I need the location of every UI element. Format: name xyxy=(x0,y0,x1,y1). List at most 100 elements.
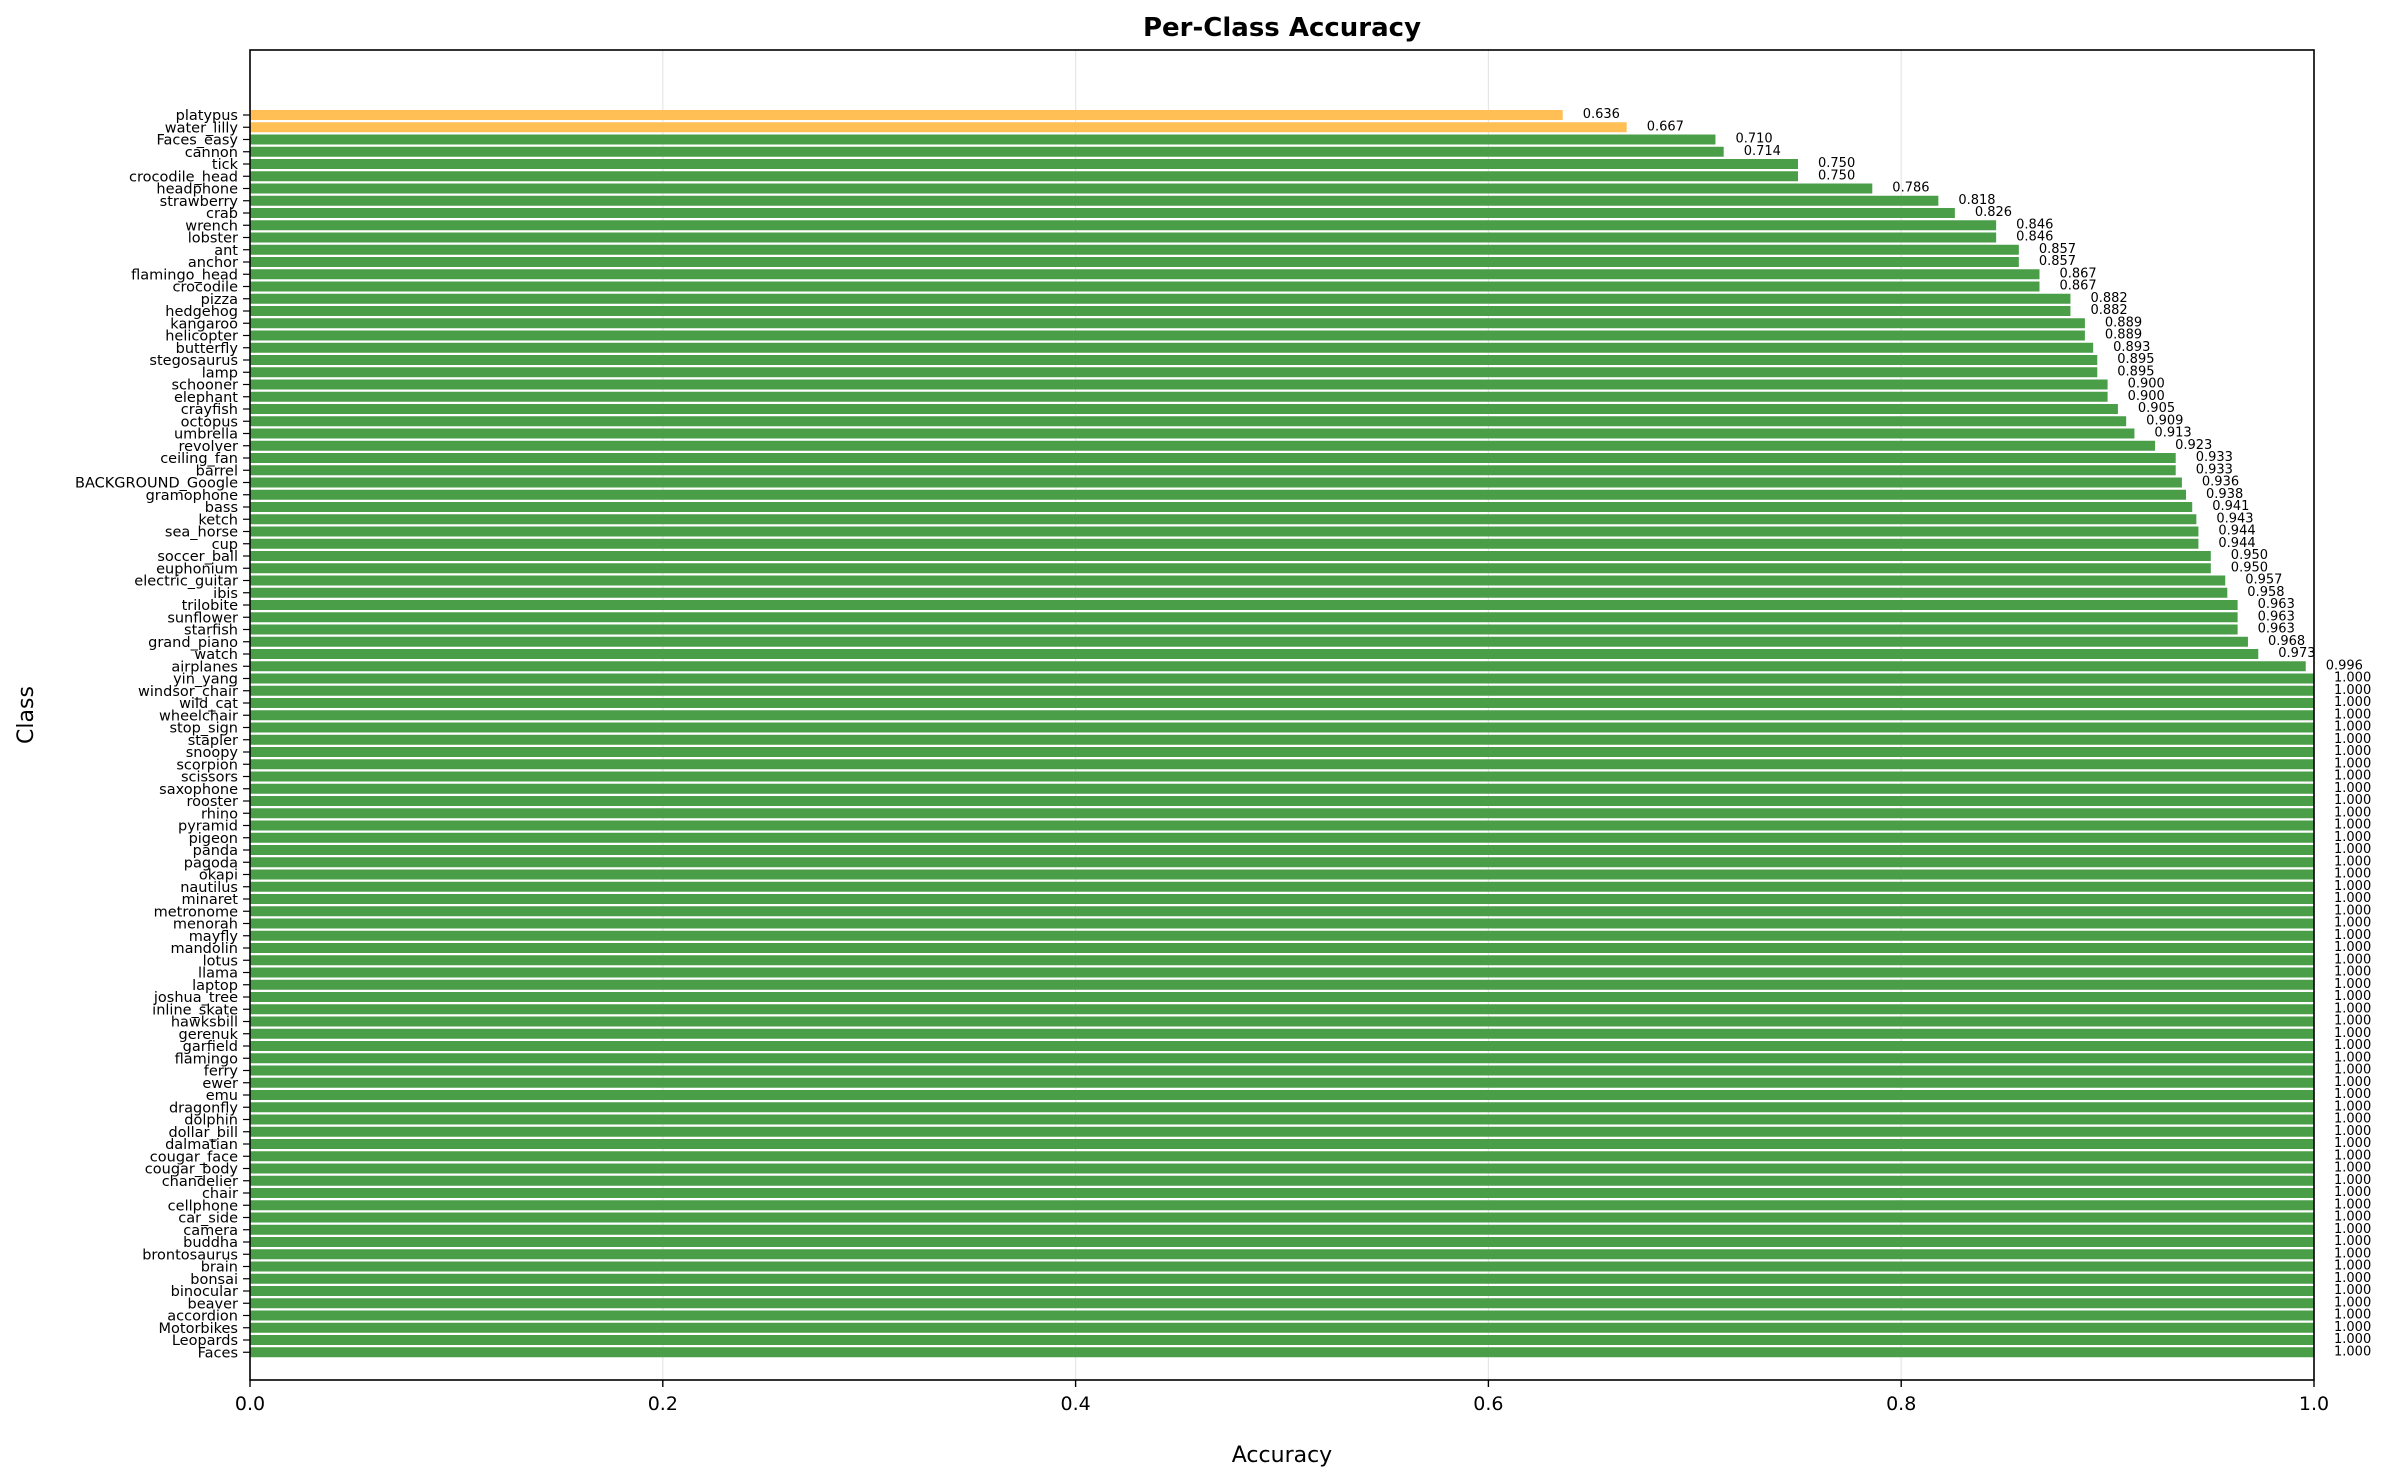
bar-value-label: 0.938 xyxy=(2206,487,2243,502)
y-tick-label: lotus xyxy=(203,953,238,969)
y-tick-label: scorpion xyxy=(176,757,238,773)
bar xyxy=(250,257,2019,267)
bar xyxy=(250,551,2211,561)
bar xyxy=(250,747,2314,757)
y-tick-label: Faces_easy xyxy=(156,133,238,149)
bar xyxy=(250,1237,2314,1247)
y-tick-label: sunflower xyxy=(167,610,238,626)
bar-value-label: 0.710 xyxy=(1735,132,1772,147)
bar-value-label: 1.000 xyxy=(2334,720,2371,735)
bar-value-label: 1.000 xyxy=(2334,891,2371,906)
y-tick-label: dragonfly xyxy=(169,1100,238,1116)
bar xyxy=(250,526,2199,537)
bar xyxy=(250,183,1873,194)
x-axis-ticks: 0.0 0.2 0.4 0.6 0.8 1.0 xyxy=(235,1380,2329,1415)
bar xyxy=(250,992,2314,1002)
bar-value-label: 1.000 xyxy=(2334,1295,2371,1310)
bar-value-label: 0.963 xyxy=(2258,609,2295,624)
y-tick-label: schooner xyxy=(171,378,238,394)
bar xyxy=(250,832,2314,843)
y-tick-label: stegosaurus xyxy=(149,353,238,369)
y-tick-label: snoopy xyxy=(186,745,239,761)
x-tick-label: 0.4 xyxy=(1060,1393,1090,1415)
bar xyxy=(250,600,2238,610)
y-tick-label: trilobite xyxy=(182,598,238,614)
y-tick-label: tick xyxy=(212,157,239,173)
bar-value-label: 1.000 xyxy=(2334,1308,2371,1323)
bar xyxy=(250,159,1798,169)
bar xyxy=(250,563,2211,574)
bar xyxy=(250,171,1798,182)
y-tick-label: mayfly xyxy=(189,929,239,945)
y-tick-label: pyramid xyxy=(178,819,238,835)
y-tick-label: Motorbikes xyxy=(159,1321,239,1337)
bar-value-label: 0.895 xyxy=(2117,352,2154,367)
y-tick-label: sea_horse xyxy=(165,525,238,541)
x-tick-label: 0.0 xyxy=(235,1393,265,1415)
bar-value-label: 0.846 xyxy=(2016,217,2053,232)
bar xyxy=(250,587,2228,598)
y-tick-label: anchor xyxy=(188,255,238,271)
bar-value-label: 1.000 xyxy=(2334,1185,2371,1200)
bar-value-label: 1.000 xyxy=(2334,1038,2371,1053)
bar xyxy=(250,1114,2314,1125)
bar xyxy=(250,1016,2314,1027)
y-tick-label: mandolin xyxy=(170,941,238,957)
bar xyxy=(250,1151,2314,1162)
bar xyxy=(250,538,2199,549)
bar-value-label: 0.889 xyxy=(2105,315,2142,330)
y-tick-label: lamp xyxy=(202,365,238,381)
y-tick-label: bonsai xyxy=(190,1272,238,1288)
bar-value-label: 1.000 xyxy=(2334,1112,2371,1127)
bar xyxy=(250,771,2314,782)
bar-value-label: 1.000 xyxy=(2334,756,2371,771)
bar xyxy=(250,514,2197,525)
bar xyxy=(250,232,1997,243)
bar xyxy=(250,1163,2314,1174)
bar-value-label: 1.000 xyxy=(2334,1259,2371,1274)
bar xyxy=(250,979,2314,990)
y-tick-label: crocodile xyxy=(172,280,238,296)
y-tick-label: pigeon xyxy=(189,831,238,847)
bar xyxy=(250,244,2019,255)
bar xyxy=(250,1298,2314,1309)
bar xyxy=(250,575,2226,586)
y-tick-label: crocodile_head xyxy=(129,169,238,185)
bar xyxy=(250,269,2040,280)
bar-value-label: 0.944 xyxy=(2218,524,2255,539)
y-tick-label: elephant xyxy=(174,390,238,406)
chart-title: Per-Class Accuracy xyxy=(1143,13,1421,43)
bar xyxy=(250,1065,2314,1076)
bar-value-label: 1.000 xyxy=(2334,842,2371,857)
y-tick-label: pizza xyxy=(201,292,238,308)
bar-value-label: 1.000 xyxy=(2334,1014,2371,1029)
bar-value-label: 1.000 xyxy=(2334,952,2371,967)
y-tick-label: helicopter xyxy=(165,329,238,345)
bar xyxy=(250,342,2094,353)
x-tick-label: 0.8 xyxy=(1886,1393,1916,1415)
bar xyxy=(250,318,2085,329)
bar xyxy=(250,281,2040,292)
y-tick-label: revolver xyxy=(178,439,238,455)
bar-value-label: 0.943 xyxy=(2216,511,2253,526)
bar-value-label: 1.000 xyxy=(2334,695,2371,710)
bar xyxy=(250,146,1724,157)
bar-value-label: 1.000 xyxy=(2334,903,2371,918)
y-tick-label: ferry xyxy=(204,1064,239,1080)
bar xyxy=(250,1139,2314,1149)
bar xyxy=(250,967,2314,978)
bar-value-label: 0.950 xyxy=(2231,560,2268,575)
bar xyxy=(250,943,2314,953)
y-tick-label: okapi xyxy=(199,868,238,884)
y-tick-label: butterfly xyxy=(176,341,239,357)
y-tick-label: bass xyxy=(205,500,238,516)
bar-value-label: 0.867 xyxy=(2059,266,2096,281)
bar xyxy=(250,820,2314,831)
bar xyxy=(250,1188,2314,1198)
bar xyxy=(250,1335,2314,1345)
y-tick-label: chandelier xyxy=(162,1174,238,1190)
y-axis-ticks: platypuswater_lillyFaces_easycannontickc… xyxy=(75,108,250,1361)
bar-value-label: 1.000 xyxy=(2334,671,2371,686)
y-tick-label: euphonium xyxy=(156,561,238,577)
